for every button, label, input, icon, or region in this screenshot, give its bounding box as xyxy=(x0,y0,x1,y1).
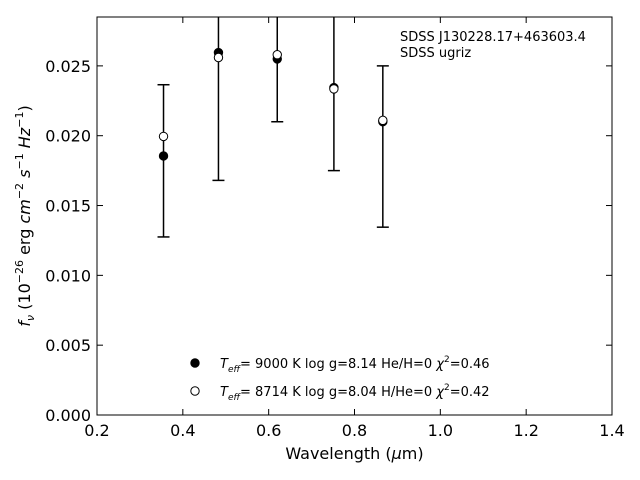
tick-labels: 0.2 0.4 0.6 0.8 1.0 1.2 1.4 0.000 0.005 0.010 0.01… xyxy=(45,57,625,440)
y-axis-label: fν (10−26 erg cm−2 s−1 Hz−1) xyxy=(13,105,37,326)
plot-frame xyxy=(96,16,613,416)
legend: Teff= 9000 K log g=8.14 He/H=0 χ2=0.46 Te… xyxy=(190,355,490,403)
model-point-filled xyxy=(158,151,169,161)
y-tick-label: 0.000 xyxy=(45,406,91,425)
annotation-object-name: SDSS J130228.17+463603.4 xyxy=(400,30,586,45)
y-tick-label: 0.025 xyxy=(45,57,91,76)
model-point-open xyxy=(272,50,282,60)
x-tick-label: 1.4 xyxy=(599,421,624,440)
y-tick-label: 0.020 xyxy=(45,127,91,146)
legend-entry: Teff= 9000 K log g=8.14 He/H=0 χ2=0.46 xyxy=(220,355,490,375)
x-tick-label: 0.4 xyxy=(170,421,195,440)
model-point-open xyxy=(213,52,224,63)
model-point-open xyxy=(158,131,169,142)
x-axis-label: Wavelength (μm) xyxy=(285,444,423,463)
model-point-open xyxy=(378,115,388,126)
legend-marker-open xyxy=(190,386,200,396)
x-tick-label: 1.0 xyxy=(428,421,453,440)
data-layer xyxy=(157,17,389,238)
legend-entry: Teff= 8714 K log g=8.04 H/He=0 χ2=0.42 xyxy=(220,383,490,403)
y-tick-label: 0.010 xyxy=(45,266,91,285)
x-tick-label: 0.2 xyxy=(84,421,109,440)
tick-marks xyxy=(96,17,613,416)
legend-marker-filled xyxy=(190,358,200,368)
y-tick-label: 0.005 xyxy=(45,336,91,355)
x-tick-label: 0.8 xyxy=(342,421,367,440)
y-tick-label: 0.015 xyxy=(45,197,91,216)
x-tick-label: 0.6 xyxy=(256,421,281,440)
annotation-survey: SDSS ugriz xyxy=(400,46,471,61)
model-point-open xyxy=(329,84,339,94)
x-tick-label: 1.2 xyxy=(513,421,538,440)
